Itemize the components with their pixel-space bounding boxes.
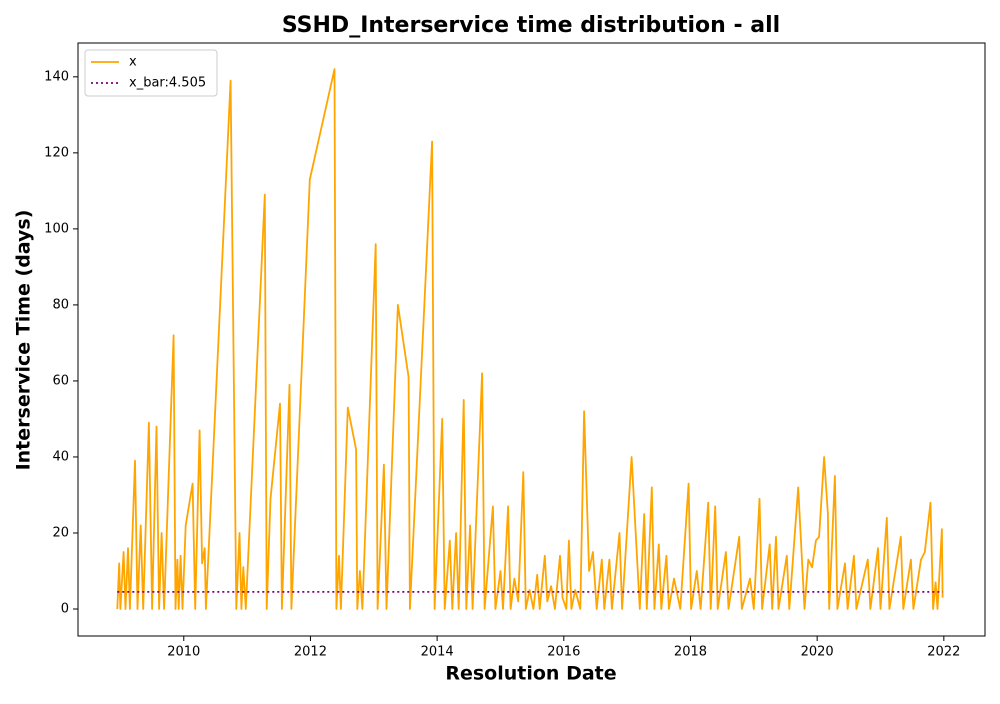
y-tick-label: 80 [52,297,69,312]
y-tick-label: 40 [52,449,69,464]
chart-title: SSHD_Interservice time distribution - al… [282,13,780,38]
y-tick-label: 60 [52,373,69,388]
plot-frame [77,42,986,637]
y-tick-label: 120 [44,145,69,160]
y-tick-label: 100 [44,221,69,236]
x-tick-label: 2016 [547,645,580,660]
legend-label: x_bar:4.505 [129,76,206,91]
y-tick-label: 0 [61,602,69,617]
x-tick-label: 2012 [294,645,327,660]
x-tick-label: 2022 [927,645,960,660]
x-tick-label: 2014 [421,645,454,660]
x-tick-label: 2018 [674,645,707,660]
y-axis-label: Interservice Time (days) [13,210,35,471]
x-tick-label: 2020 [801,645,834,660]
legend-label: x [129,55,137,70]
data-line [116,68,944,610]
y-tick-label: 20 [52,525,69,540]
x-axis-label: Resolution Date [445,663,616,685]
x-tick-label: 2010 [167,645,200,660]
y-tick-label: 140 [44,69,69,84]
